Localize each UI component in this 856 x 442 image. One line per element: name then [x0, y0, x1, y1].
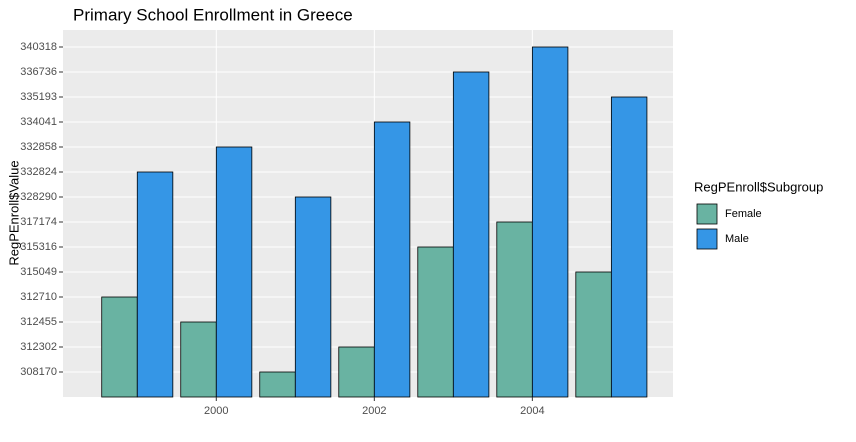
y-tick-label: 336736	[20, 66, 57, 78]
bar	[452, 71, 490, 398]
legend-label: Male	[725, 233, 749, 245]
bar	[373, 121, 411, 398]
bar	[136, 171, 174, 398]
y-tick-label: 317174	[20, 216, 57, 228]
y-tick-label: 312302	[20, 341, 57, 353]
bar	[496, 221, 533, 398]
bar	[101, 296, 138, 398]
x-tick-label: 2004	[520, 405, 544, 417]
bar	[531, 46, 569, 398]
y-tick-label: 334041	[20, 116, 57, 128]
y-tick-label: 312455	[20, 316, 57, 328]
bar	[575, 271, 612, 398]
y-tick-label: 332824	[20, 166, 57, 178]
y-tick-label: 315316	[20, 241, 57, 253]
marks	[101, 46, 648, 398]
y-tick-label: 312710	[20, 291, 57, 303]
y-tick-label: 328290	[20, 191, 57, 203]
legend-key	[696, 228, 718, 250]
x-tick-label: 2002	[362, 405, 386, 417]
bar	[180, 321, 217, 398]
bar	[215, 146, 253, 398]
legend-label: Female	[725, 208, 762, 220]
legend-title: RegPEnroll$Subgroup	[694, 179, 823, 194]
bar	[610, 96, 648, 398]
y-axis-title: RegPEnroll$Value	[6, 160, 21, 265]
bar	[338, 346, 375, 398]
y-tick-label: 340318	[20, 41, 57, 53]
y-tick-label: 332858	[20, 141, 57, 153]
bar	[259, 371, 296, 398]
bar	[294, 196, 332, 398]
y-tick-label: 315049	[20, 266, 57, 278]
chart-title: Primary School Enrollment in Greece	[73, 5, 353, 24]
legend-key	[696, 203, 718, 225]
y-tick-label: 335193	[20, 91, 57, 103]
x-tick-label: 2000	[204, 405, 228, 417]
y-tick-label: 308170	[20, 366, 57, 378]
bar	[417, 246, 454, 398]
